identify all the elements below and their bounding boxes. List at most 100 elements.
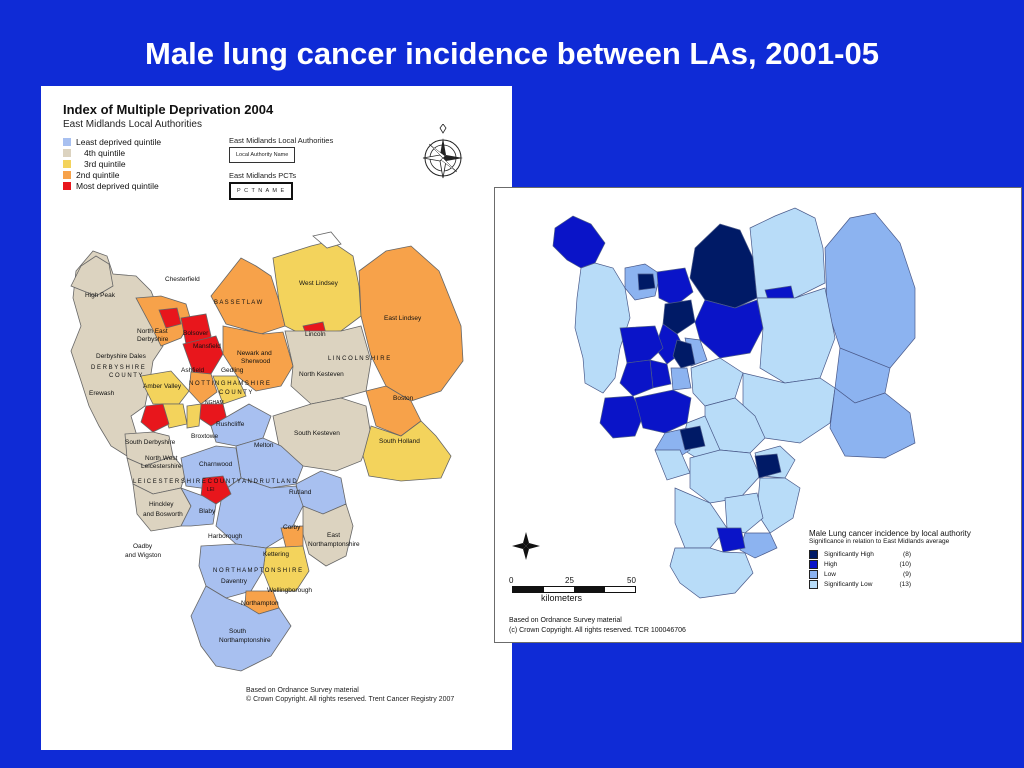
pct-key-heading: East Midlands PCTs bbox=[229, 171, 297, 180]
label-west-lindsey: West Lindsey bbox=[299, 280, 339, 287]
legend-label: Low bbox=[824, 570, 836, 578]
region-north-kesteven bbox=[284, 325, 372, 405]
legend-swatch bbox=[63, 148, 71, 157]
scale-tick: 0 bbox=[509, 576, 514, 585]
label-leicester: LEI bbox=[207, 487, 215, 493]
incidence-legend: Male Lung cancer incidence by local auth… bbox=[809, 529, 971, 589]
label-northamptonshire: N O R T H A M P T O N S H I R E bbox=[213, 568, 302, 574]
label-derbyshire-county: C O U N T Y bbox=[109, 373, 142, 379]
imd-legend-item: 2nd quintile bbox=[63, 169, 161, 180]
label-rushcliffe: Rushcliffe bbox=[216, 421, 245, 428]
scale-tick: 50 bbox=[627, 576, 636, 585]
label-blaby: Blaby bbox=[199, 508, 216, 515]
area-newark-sherwood bbox=[694, 299, 764, 359]
region-high-peak bbox=[70, 255, 114, 297]
imd-legend-item: Most deprived quintile bbox=[63, 180, 161, 191]
region-south-northants bbox=[190, 585, 292, 672]
label-northampton: Northampton bbox=[241, 600, 279, 607]
area-east-lindsey bbox=[824, 212, 916, 374]
label-derbyshire-dales: Derbyshire Dales bbox=[96, 353, 147, 360]
scale-bar: 0 25 50 kilometers bbox=[509, 576, 639, 603]
deprivation-map-panel: Index of Multiple Deprivation 2004 East … bbox=[41, 86, 512, 750]
region-chesterfield bbox=[158, 307, 182, 329]
label-east-northamptonshire: East bbox=[327, 532, 340, 539]
label-boston: Boston bbox=[393, 395, 414, 402]
label-north-east-derbyshire: North East bbox=[137, 328, 168, 335]
label-newark-sherwood: Newark and bbox=[237, 350, 272, 357]
label-daventry: Daventry bbox=[221, 578, 248, 585]
legend-swatch bbox=[63, 137, 71, 146]
area-south-derbyshire bbox=[599, 395, 644, 439]
area-leicester bbox=[679, 425, 706, 451]
imd-legend-item: Least deprived quintile bbox=[63, 136, 161, 147]
legend-swatch bbox=[809, 579, 818, 589]
pct-key-box: P C T N A M E bbox=[229, 182, 294, 200]
area-east-northants bbox=[756, 477, 801, 534]
area-kettering bbox=[724, 492, 764, 534]
scale-bar-graphic bbox=[512, 586, 636, 593]
scale-tick-labels: 0 25 50 bbox=[509, 576, 639, 586]
incidence-legend-item: Significantly Low (13) bbox=[809, 579, 971, 589]
area-south-northants bbox=[669, 547, 754, 599]
region-gedling bbox=[212, 375, 247, 405]
legend-count: (8) bbox=[903, 550, 911, 558]
area-erewash bbox=[649, 359, 672, 389]
region-west-lindsey bbox=[272, 240, 362, 335]
imd-legend-item: 3rd quintile bbox=[63, 158, 161, 169]
label-hinckley-bosworth: and Bosworth bbox=[143, 511, 183, 518]
label-south-northamptonshire: Northamptonshire bbox=[219, 637, 271, 644]
label-south-kesteven: South Kesteven bbox=[294, 430, 340, 437]
incidence-legend-item: Low (9) bbox=[809, 569, 971, 579]
area-bolsover bbox=[656, 267, 694, 307]
label-bassetlaw: B A S S E T L A W bbox=[214, 300, 263, 306]
label-derbyshire-county: D E R B Y S H I R E bbox=[91, 365, 145, 371]
area-chesterfield bbox=[637, 273, 656, 291]
region-derby bbox=[140, 403, 170, 433]
label-bolsover: Bolsover bbox=[183, 330, 209, 337]
label-oadby-wigston: and Wigston bbox=[125, 552, 162, 559]
label-newark-sherwood: Sherwood bbox=[241, 358, 271, 365]
incidence-legend-item: High (10) bbox=[809, 559, 971, 569]
legend-count: (13) bbox=[899, 580, 911, 588]
label-south-derbyshire: South Derbyshire bbox=[125, 439, 176, 446]
area-south-holland bbox=[829, 387, 916, 459]
label-charnwood: Charnwood bbox=[199, 461, 233, 468]
legend-label: 2nd quintile bbox=[76, 169, 120, 180]
label-hinckley-bosworth: Hinckley bbox=[149, 501, 174, 508]
incidence-legend-title: Male Lung cancer incidence by local auth… bbox=[809, 529, 971, 538]
label-mansfield: Mansfield bbox=[193, 343, 221, 350]
legend-label: High bbox=[824, 560, 838, 568]
label-ashfield: Ashfield bbox=[181, 367, 205, 374]
area-nottingham bbox=[672, 339, 696, 369]
area-mansfield bbox=[662, 299, 696, 335]
north-arrow-icon bbox=[512, 532, 540, 560]
legend-label: Significantly High bbox=[824, 550, 874, 558]
area-harborough bbox=[689, 449, 761, 504]
region-broxtowe bbox=[186, 403, 202, 429]
region-bassetlaw bbox=[210, 257, 286, 335]
label-north-kesteven: North Kesteven bbox=[299, 371, 344, 378]
label-gedling: Gedling bbox=[221, 367, 244, 374]
region-humber-gap bbox=[312, 231, 342, 249]
label-north-west-leicestershire: North West bbox=[145, 455, 178, 462]
legend-swatch bbox=[63, 170, 71, 179]
label-nottinghamshire-county: C O U N T Y bbox=[219, 390, 252, 396]
imd-map-credits: Based on Ordnance Survey material © Crow… bbox=[246, 686, 454, 704]
label-east-lindsey: East Lindsey bbox=[384, 315, 422, 322]
legend-label: Significantly Low bbox=[824, 580, 873, 588]
scale-tick: 25 bbox=[565, 576, 574, 585]
legend-swatch bbox=[809, 569, 818, 579]
region-east-northants bbox=[302, 503, 354, 567]
label-north-east-derbyshire: Derbyshire bbox=[137, 336, 169, 343]
boundary-key: East Midlands Local Authorities Local Au… bbox=[229, 136, 399, 200]
legend-swatch bbox=[809, 559, 818, 569]
label-north-west-leicestershire: Leicestershire bbox=[141, 463, 182, 470]
label-high-peak: High Peak bbox=[85, 292, 116, 299]
scale-units: kilometers bbox=[541, 593, 583, 603]
label-rutland: Rutland bbox=[289, 489, 312, 496]
legend-swatch bbox=[63, 181, 71, 190]
la-key-heading: East Midlands Local Authorities bbox=[229, 136, 334, 145]
legend-label: 4th quintile bbox=[84, 147, 126, 158]
region-ashfield bbox=[188, 371, 218, 405]
label-erewash: Erewash bbox=[89, 390, 115, 397]
